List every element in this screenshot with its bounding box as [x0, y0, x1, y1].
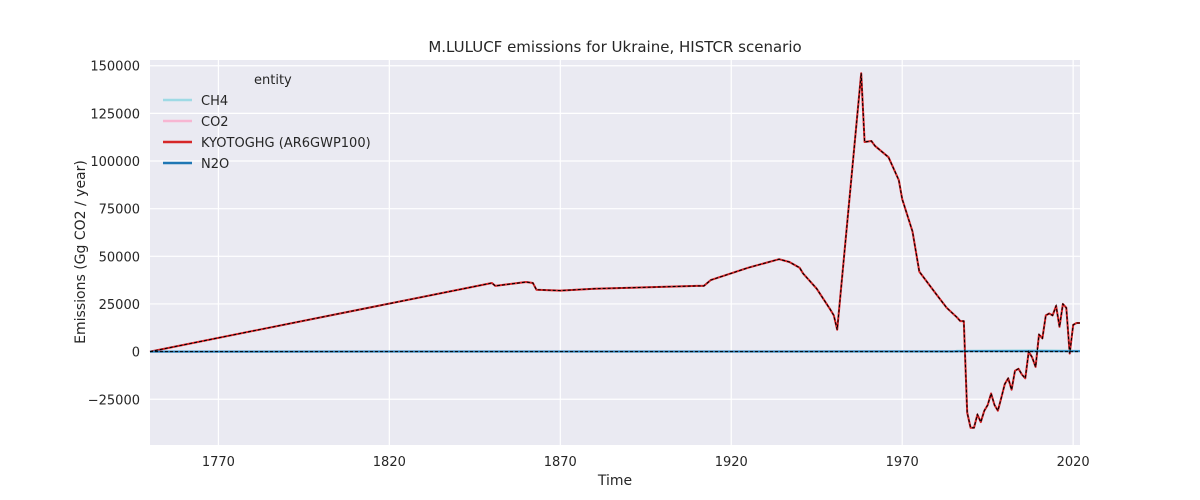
x-axis-title: Time — [597, 473, 632, 489]
x-tick-labels: 1770 1820 1870 1920 1970 2020 — [202, 455, 1090, 470]
legend-title: entity — [254, 73, 292, 88]
y-tick-label: 50000 — [99, 250, 140, 265]
x-tick-label: 1970 — [886, 455, 919, 470]
chart-title: M.LULUCF emissions for Ukraine, HISTCR s… — [428, 38, 801, 56]
series-layer — [149, 72, 1081, 429]
y-tick-label: 125000 — [90, 107, 140, 122]
y-tick-label: 100000 — [90, 155, 140, 170]
y-tick-labels: −25000 0 25000 50000 75000 100000 125000 150000 — [88, 60, 140, 409]
x-tick-label: 2020 — [1057, 455, 1090, 470]
x-tick-label: 1770 — [202, 455, 235, 470]
x-tick-label: 1820 — [373, 455, 406, 470]
y-tick-label: 0 — [132, 346, 140, 361]
y-tick-label: 25000 — [99, 298, 140, 313]
y-axis-title: Emissions (Gg CO2 / year) — [73, 160, 89, 344]
legend-label: KYOTOGHG (AR6GWP100) — [201, 136, 371, 151]
plot-background — [150, 60, 1080, 445]
legend: entity CH4 CO2 KYOTOGHG (AR6GWP100) N2O — [163, 73, 371, 172]
y-tick-label: 150000 — [90, 60, 140, 75]
total-dashed-line — [149, 73, 1080, 429]
y-tick-label: −25000 — [88, 393, 140, 408]
y-tick-label: 75000 — [99, 203, 140, 218]
x-tick-label: 1920 — [715, 455, 748, 470]
legend-label: CO2 — [201, 115, 229, 130]
grid-lines — [150, 60, 1080, 445]
x-tick-label: 1870 — [544, 455, 577, 470]
legend-label: N2O — [201, 157, 229, 172]
legend-label: CH4 — [201, 94, 228, 109]
